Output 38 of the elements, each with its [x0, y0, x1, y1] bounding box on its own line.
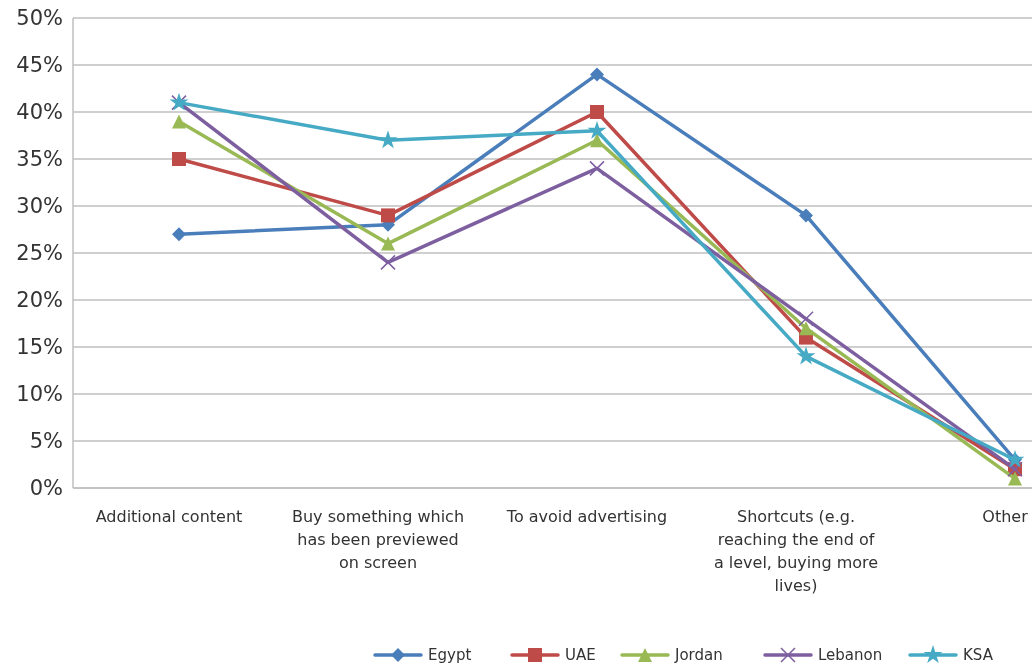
- legend-label: Egypt: [428, 646, 472, 665]
- x-tick-label: Shortcuts (e.g. reaching the end of a level, buying more lives): [713, 507, 879, 595]
- point: [381, 208, 395, 223]
- y-tick-label: 40%: [16, 100, 63, 125]
- point: [589, 160, 605, 177]
- x-tick-label: To avoid advertising: [505, 507, 668, 526]
- point: [378, 130, 398, 149]
- y-tick-label: 25%: [16, 241, 63, 266]
- y-tick-label: 45%: [16, 53, 63, 78]
- y-tick-label: 50%: [16, 6, 63, 31]
- y-tick-label: 5%: [29, 429, 63, 454]
- point: [380, 254, 396, 271]
- point: [1008, 471, 1022, 486]
- point: [172, 114, 186, 129]
- y-tick-label: 20%: [16, 288, 63, 313]
- point: [172, 227, 186, 242]
- y-tick-label: 10%: [16, 382, 63, 407]
- point: [590, 105, 604, 119]
- point: [381, 236, 395, 251]
- y-tick-label: 35%: [16, 147, 63, 172]
- legend-label: UAE: [565, 646, 596, 665]
- legend-label: KSA: [963, 646, 994, 665]
- y-tick-label: 30%: [16, 194, 63, 219]
- legend-label: Jordan: [674, 646, 723, 665]
- y-tick-label: 15%: [16, 335, 63, 360]
- point: [799, 321, 813, 336]
- point: [799, 208, 813, 223]
- x-tick-label: Buy something which has been previewed on screen: [291, 507, 465, 572]
- point: [590, 67, 604, 82]
- point: [590, 133, 604, 148]
- legend-label: Lebanon: [818, 646, 883, 665]
- point: [798, 311, 814, 327]
- point: [796, 346, 816, 365]
- point: [172, 152, 186, 166]
- x-tick-label: Additional content: [95, 507, 243, 526]
- y-tick-label: 0%: [29, 476, 63, 501]
- point: [587, 120, 607, 139]
- x-tick-label: Other: [982, 507, 1029, 526]
